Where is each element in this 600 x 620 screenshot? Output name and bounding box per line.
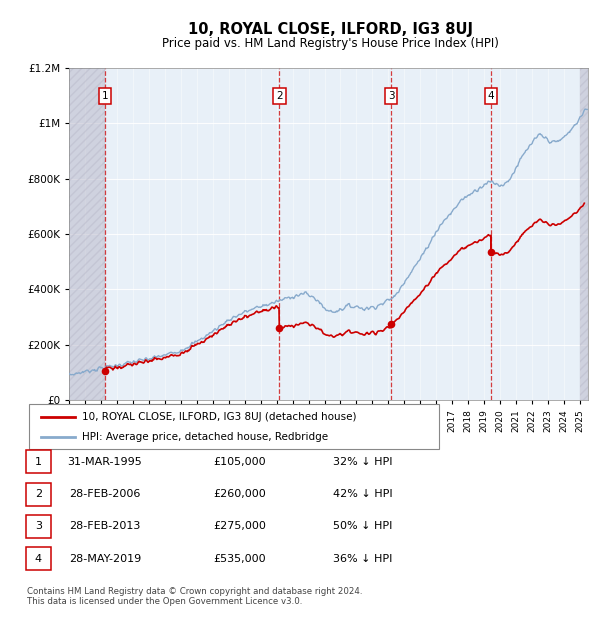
Text: £105,000: £105,000 — [214, 457, 266, 467]
Text: 3: 3 — [388, 91, 394, 102]
Text: £535,000: £535,000 — [214, 554, 266, 564]
Text: 10, ROYAL CLOSE, ILFORD, IG3 8UJ: 10, ROYAL CLOSE, ILFORD, IG3 8UJ — [187, 22, 473, 37]
Text: 10, ROYAL CLOSE, ILFORD, IG3 8UJ (detached house): 10, ROYAL CLOSE, ILFORD, IG3 8UJ (detach… — [82, 412, 356, 422]
Text: 28-FEB-2013: 28-FEB-2013 — [70, 521, 140, 531]
Text: 42% ↓ HPI: 42% ↓ HPI — [333, 489, 393, 499]
Text: 28-MAY-2019: 28-MAY-2019 — [69, 554, 141, 564]
Bar — [580, 68, 588, 400]
Text: 2: 2 — [276, 91, 283, 102]
Text: Contains HM Land Registry data © Crown copyright and database right 2024.
This d: Contains HM Land Registry data © Crown c… — [27, 587, 362, 606]
Text: 28-FEB-2006: 28-FEB-2006 — [70, 489, 140, 499]
Text: 1: 1 — [35, 457, 42, 467]
Text: 1: 1 — [101, 91, 108, 102]
Text: 32% ↓ HPI: 32% ↓ HPI — [333, 457, 393, 467]
Text: 2: 2 — [35, 489, 42, 499]
Text: £260,000: £260,000 — [214, 489, 266, 499]
Text: 36% ↓ HPI: 36% ↓ HPI — [334, 554, 392, 564]
Text: HPI: Average price, detached house, Redbridge: HPI: Average price, detached house, Redb… — [82, 432, 328, 442]
Text: 31-MAR-1995: 31-MAR-1995 — [68, 457, 142, 467]
Text: £275,000: £275,000 — [214, 521, 266, 531]
Text: 3: 3 — [35, 521, 42, 531]
Text: 4: 4 — [488, 91, 494, 102]
Text: 50% ↓ HPI: 50% ↓ HPI — [334, 521, 392, 531]
Text: 4: 4 — [35, 554, 42, 564]
Text: Price paid vs. HM Land Registry's House Price Index (HPI): Price paid vs. HM Land Registry's House … — [161, 37, 499, 50]
Bar — [69, 68, 105, 400]
